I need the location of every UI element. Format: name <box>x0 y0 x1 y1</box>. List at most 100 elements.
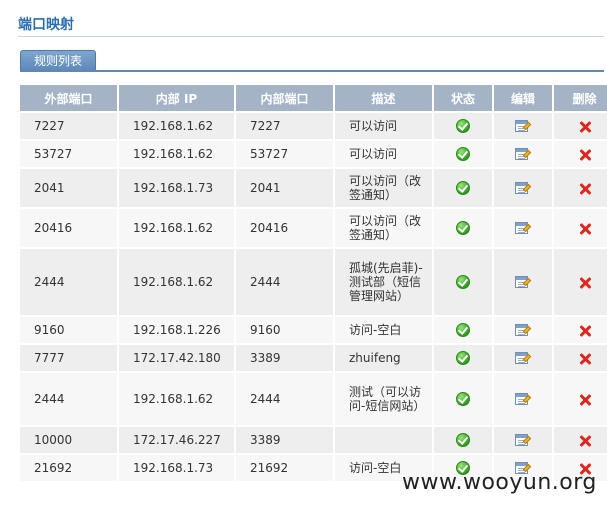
table-row: 21692 192.168.1.73 21692 访问-空白 <box>20 455 607 481</box>
cell-internal-port: 2041 <box>236 169 333 207</box>
edit-note-icon[interactable] <box>515 181 532 195</box>
cell-status <box>434 345 492 371</box>
cell-external-port: 20416 <box>20 209 117 247</box>
cell-description: 孤城(先启菲)-测试部（短信管理网站） <box>335 249 432 315</box>
cell-internal-port: 7227 <box>236 113 333 139</box>
cell-edit <box>494 141 552 167</box>
check-circle-icon[interactable] <box>456 275 470 290</box>
col-header-description[interactable]: 描述 <box>335 85 432 111</box>
title-divider <box>18 36 604 37</box>
cell-delete <box>554 345 607 371</box>
cell-internal-port: 9160 <box>236 317 333 343</box>
red-x-icon[interactable] <box>579 435 591 447</box>
cell-internal-port: 20416 <box>236 209 333 247</box>
cell-description: 访问-空白 <box>335 455 432 481</box>
table-row: 10000 172.17.46.227 3389 <box>20 427 607 453</box>
col-header-status[interactable]: 状态 <box>434 85 492 111</box>
check-circle-icon[interactable] <box>456 323 470 338</box>
cell-status <box>434 317 492 343</box>
cell-external-port: 9160 <box>20 317 117 343</box>
edit-note-icon[interactable] <box>515 147 532 161</box>
cell-status <box>434 373 492 425</box>
cell-delete <box>554 141 607 167</box>
cell-description <box>335 427 432 453</box>
check-circle-icon[interactable] <box>456 433 470 448</box>
cell-description: 可以访问 <box>335 113 432 139</box>
cell-description: 可以访问 <box>335 141 432 167</box>
edit-note-icon[interactable] <box>515 461 532 475</box>
cell-delete <box>554 317 607 343</box>
cell-internal-ip: 192.168.1.62 <box>119 113 234 139</box>
table-row: 7777 172.17.42.180 3389 zhuifeng <box>20 345 607 371</box>
cell-status <box>434 141 492 167</box>
cell-external-port: 10000 <box>20 427 117 453</box>
edit-note-icon[interactable] <box>515 433 532 447</box>
red-x-icon[interactable] <box>579 223 591 235</box>
cell-internal-port: 3389 <box>236 427 333 453</box>
port-mapping-table: 外部端口 内部 IP 内部端口 描述 状态 编辑 删除 7227 192.168.… <box>18 83 607 483</box>
check-circle-icon[interactable] <box>456 351 470 366</box>
col-header-external-port[interactable]: 外部端口 <box>20 85 117 111</box>
table-row: 20416 192.168.1.62 20416 可以访问（改签通知） <box>20 209 607 247</box>
edit-note-icon[interactable] <box>515 119 532 133</box>
edit-note-icon[interactable] <box>515 275 532 289</box>
cell-delete <box>554 113 607 139</box>
check-circle-icon[interactable] <box>456 461 470 476</box>
red-x-icon[interactable] <box>579 325 591 337</box>
check-circle-icon[interactable] <box>456 181 470 196</box>
cell-internal-port: 2444 <box>236 373 333 425</box>
cell-status <box>434 209 492 247</box>
cell-internal-ip: 172.17.42.180 <box>119 345 234 371</box>
cell-edit <box>494 317 552 343</box>
cell-delete <box>554 455 607 481</box>
col-header-internal-ip[interactable]: 内部 IP <box>119 85 234 111</box>
red-x-icon[interactable] <box>579 394 591 406</box>
cell-internal-port: 3389 <box>236 345 333 371</box>
cell-edit <box>494 373 552 425</box>
col-header-internal-port[interactable]: 内部端口 <box>236 85 333 111</box>
cell-internal-port: 53727 <box>236 141 333 167</box>
col-header-delete[interactable]: 删除 <box>554 85 607 111</box>
cell-external-port: 2444 <box>20 373 117 425</box>
cell-internal-ip: 192.168.1.73 <box>119 169 234 207</box>
cell-edit <box>494 113 552 139</box>
cell-internal-ip: 192.168.1.226 <box>119 317 234 343</box>
col-header-edit[interactable]: 编辑 <box>494 85 552 111</box>
red-x-icon[interactable] <box>579 277 591 289</box>
cell-delete <box>554 169 607 207</box>
check-circle-icon[interactable] <box>456 221 470 236</box>
cell-delete <box>554 249 607 315</box>
red-x-icon[interactable] <box>579 121 591 133</box>
cell-external-port: 2444 <box>20 249 117 315</box>
cell-delete <box>554 373 607 425</box>
edit-note-icon[interactable] <box>515 221 532 235</box>
cell-edit <box>494 427 552 453</box>
table-row: 2041 192.168.1.73 2041 可以访问（改签通知） <box>20 169 607 207</box>
check-circle-icon[interactable] <box>456 392 470 407</box>
table-row: 2444 192.168.1.62 2444 测试（可以访问-短信网站） <box>20 373 607 425</box>
cell-delete <box>554 427 607 453</box>
tab-rule-list[interactable]: 规则列表 <box>20 50 96 71</box>
cell-internal-port: 21692 <box>236 455 333 481</box>
edit-note-icon[interactable] <box>515 351 532 365</box>
watermark-text: www.wooyun.org <box>402 470 597 495</box>
page-title: 端口映射 <box>18 17 74 33</box>
red-x-icon[interactable] <box>579 353 591 365</box>
cell-status <box>434 427 492 453</box>
cell-delete <box>554 209 607 247</box>
edit-note-icon[interactable] <box>515 392 532 406</box>
edit-note-icon[interactable] <box>515 323 532 337</box>
check-circle-icon[interactable] <box>456 147 470 162</box>
cell-status <box>434 113 492 139</box>
red-x-icon[interactable] <box>579 183 591 195</box>
cell-external-port: 21692 <box>20 455 117 481</box>
cell-internal-ip: 192.168.1.62 <box>119 249 234 315</box>
cell-edit <box>494 455 552 481</box>
cell-external-port: 7227 <box>20 113 117 139</box>
check-circle-icon[interactable] <box>456 119 470 134</box>
cell-internal-ip: 192.168.1.62 <box>119 141 234 167</box>
cell-description: 可以访问（改签通知） <box>335 209 432 247</box>
cell-external-port: 53727 <box>20 141 117 167</box>
red-x-icon[interactable] <box>579 149 591 161</box>
cell-status <box>434 249 492 315</box>
